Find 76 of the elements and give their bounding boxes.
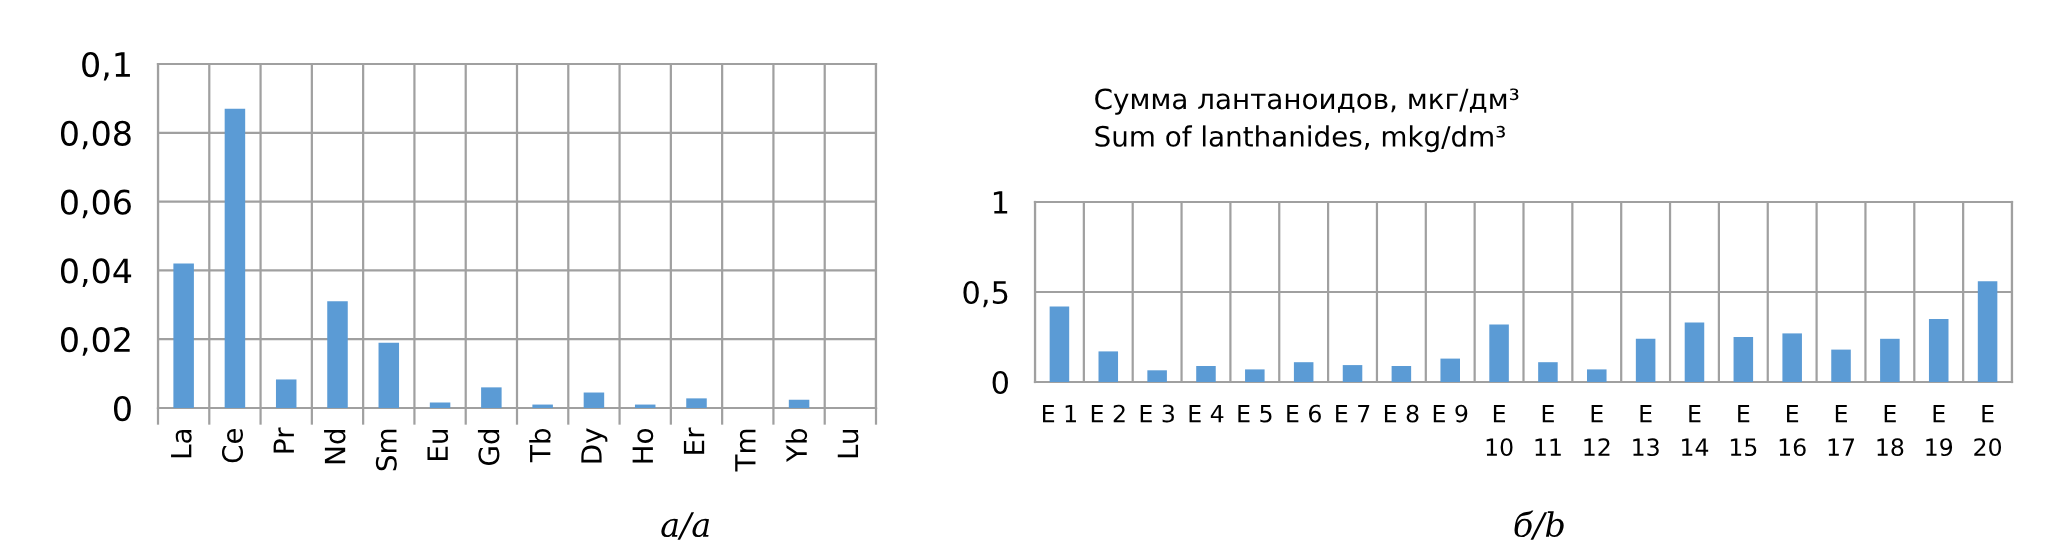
x-tick-label: Tb [529, 428, 551, 463]
bar [1147, 370, 1167, 382]
x-tick-label: E 10 [1486, 404, 1513, 457]
x-tick-label: E 7 [1336, 404, 1370, 423]
bar [1733, 337, 1754, 382]
y-tick-label: 0,08 [60, 120, 131, 150]
bar [1587, 369, 1607, 382]
x-tick-label: Ce [221, 428, 243, 463]
x-tick-label: Yb [785, 428, 808, 463]
text: а/a [661, 512, 709, 540]
x-tick-label: Eu [427, 429, 449, 460]
y-tick-label: 1 [993, 191, 1008, 214]
x-tick-label: E 1 [1043, 404, 1076, 423]
x-tick-label: Nd [324, 429, 346, 464]
x-tick-label: E 4 [1189, 404, 1224, 423]
x-tick-label: E 12 [1584, 404, 1610, 456]
x-tick-label: E 20 [1974, 404, 2002, 457]
bar [1635, 338, 1656, 382]
bar [1391, 365, 1412, 382]
x-tick-label: Pr [273, 427, 294, 453]
bar [173, 263, 194, 408]
x-tick-label: Er [683, 427, 705, 454]
bar [1928, 319, 1949, 382]
bar [1342, 365, 1363, 382]
x-tick-label: Lu [837, 429, 859, 458]
x-tick-label: E 2 [1091, 404, 1125, 423]
y-tick-label: 0 [992, 370, 1008, 395]
x-tick-label: Dy [581, 428, 608, 463]
y-tick-label: 0,06 [60, 189, 131, 219]
bar [429, 402, 451, 408]
y-tick-label: 0 [113, 395, 131, 422]
x-tick-label: E 16 [1779, 404, 1806, 457]
x-tick-label: E 11 [1535, 404, 1561, 456]
x-tick-label: E 14 [1682, 404, 1709, 456]
x-tick-label: La [171, 429, 192, 458]
x-tick-label: E 6 [1287, 404, 1321, 423]
bar [1977, 281, 1998, 382]
x-tick-label: E 5 [1238, 404, 1272, 423]
bar [1098, 351, 1119, 382]
y-tick-label: 0,5 [963, 280, 1008, 308]
x-tick-label: E 3 [1140, 404, 1174, 423]
bar [788, 399, 810, 408]
bar [1538, 362, 1558, 382]
chart-title: Сумма лантаноидов, мкг/дм³ Sum of lanthanides, mkg/dm³ [1095, 88, 1519, 153]
bar [686, 398, 707, 408]
bar [1245, 369, 1265, 382]
x-tick-label: Sm [375, 429, 397, 471]
bar [1880, 338, 1900, 382]
bar [1684, 322, 1705, 382]
bar [1489, 324, 1509, 382]
y-tick-label: 0,1 [82, 51, 130, 81]
bar [1196, 365, 1216, 382]
bar [583, 392, 605, 408]
x-tick-label: E 18 [1877, 404, 1904, 457]
x-tick-label: E 15 [1730, 404, 1757, 457]
x-tick-label: E 13 [1633, 404, 1659, 457]
bar [1440, 358, 1460, 382]
x-tick-label: E 8 [1384, 404, 1419, 423]
text: б/b [1514, 510, 1564, 540]
bar [1293, 362, 1314, 382]
bar [1831, 349, 1851, 382]
x-tick-label: E 9 [1433, 404, 1468, 423]
bar [1049, 306, 1070, 382]
bar [275, 379, 297, 408]
x-tick-label: E 19 [1926, 404, 1953, 457]
bar [378, 342, 400, 408]
x-tick-label: E 17 [1828, 404, 1855, 456]
bar [224, 108, 246, 408]
y-tick-label: 0,02 [60, 327, 130, 356]
x-tick-label: Ho [632, 428, 654, 463]
bar [327, 301, 348, 408]
x-tick-label: Tm [735, 429, 756, 472]
y-tick-label: 0,04 [60, 258, 132, 287]
bar [1782, 333, 1802, 382]
bar [481, 387, 502, 408]
x-tick-label: Gd [477, 429, 500, 466]
